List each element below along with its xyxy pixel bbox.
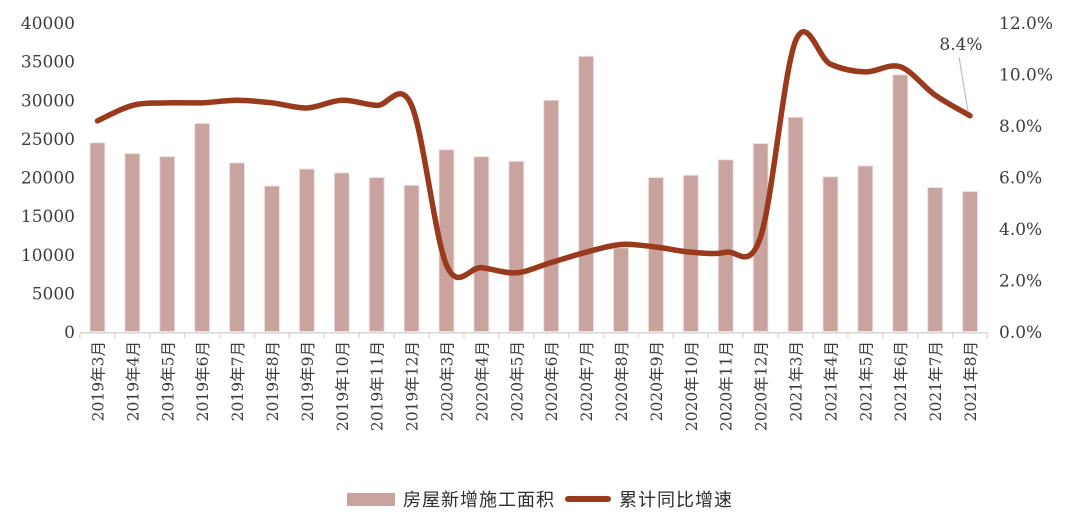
bar-2019年12月 (403, 184, 420, 332)
bar-2019年9月 (298, 168, 315, 332)
bar-2019年4月 (124, 153, 141, 332)
bar-2020年6月 (543, 99, 560, 332)
y-axis-right-label-4.0%: 4.0% (999, 220, 1042, 240)
y-axis-right-label-12.0%: 12.0% (999, 14, 1053, 34)
x-axis-label-2019年12月: 2019年12月 (404, 341, 422, 431)
y-axis-left-label-40000: 40000 (21, 14, 75, 34)
growth-line (94, 29, 973, 281)
bar-2020年11月 (717, 159, 734, 332)
x-axis-label-2020年5月: 2020年5月 (508, 341, 526, 421)
x-axis-label-2021年4月: 2021年4月 (822, 341, 840, 421)
y-axis-right-label-8.0%: 8.0% (999, 117, 1042, 137)
y-axis-left-label-30000: 30000 (21, 91, 75, 111)
legend: 房屋新增施工面积 累计同比增速 (0, 486, 1080, 512)
x-axis-label-2019年9月: 2019年9月 (299, 341, 317, 421)
bar-2020年8月 (613, 247, 630, 332)
x-axis-label-2020年4月: 2020年4月 (473, 341, 491, 421)
bar-2019年8月 (263, 185, 280, 332)
y-axis-right-label-2.0%: 2.0% (999, 272, 1042, 292)
legend-line-label: 累计同比增速 (619, 490, 733, 511)
bar-2021年8月 (962, 190, 979, 332)
y-axis-right-label-6.0%: 6.0% (999, 169, 1042, 189)
legend-bar-swatch-icon (347, 492, 395, 506)
x-axis-label-2020年9月: 2020年9月 (648, 341, 666, 421)
x-axis-label-2019年3月: 2019年3月 (89, 341, 107, 421)
y-axis-left-label-15000: 15000 (21, 207, 75, 227)
legend-bar-label: 房屋新增施工面积 (403, 490, 555, 511)
x-axis-label-2020年3月: 2020年3月 (438, 341, 456, 421)
x-axis-label-2020年11月: 2020年11月 (718, 341, 736, 431)
bar-2020年7月 (578, 55, 595, 332)
x-axis-label-2019年4月: 2019年4月 (124, 341, 142, 421)
bar-2021年5月 (857, 165, 874, 332)
bar-2021年7月 (927, 187, 944, 332)
bar-2020年9月 (647, 177, 664, 332)
x-axis-label-2021年8月: 2021年8月 (962, 341, 980, 421)
y-axis-left-label-5000: 5000 (32, 284, 75, 304)
bar-2019年3月 (89, 142, 106, 332)
x-axis-label-2020年10月: 2020年10月 (683, 341, 701, 431)
bar-2019年11月 (368, 177, 385, 332)
y-axis-left-label-25000: 25000 (21, 130, 75, 150)
x-axis-label-2021年7月: 2021年7月 (927, 341, 945, 421)
y-axis-left-label-10000: 10000 (21, 246, 75, 266)
y-axis-right-label-10.0%: 10.0% (999, 66, 1053, 86)
x-axis-label-2020年7月: 2020年7月 (578, 341, 596, 421)
x-axis-label-2021年6月: 2021年6月 (892, 341, 910, 421)
x-axis-label-2021年5月: 2021年5月 (857, 341, 875, 421)
bar-2021年6月 (892, 74, 909, 332)
x-axis-label-2020年6月: 2020年6月 (543, 341, 561, 421)
y-axis-right-label-0.0%: 0.0% (999, 323, 1042, 343)
annotation-label: 8.4% (939, 35, 982, 55)
y-axis-left-label-20000: 20000 (21, 169, 75, 189)
x-axis-label-2019年11月: 2019年11月 (369, 341, 387, 431)
bar-2020年4月 (473, 156, 490, 332)
x-axis-label-2020年8月: 2020年8月 (613, 341, 631, 421)
annotation-leader-line (958, 56, 969, 112)
bar-2019年10月 (333, 172, 350, 332)
bar-2019年6月 (194, 122, 211, 332)
x-axis-label-2019年10月: 2019年10月 (334, 341, 352, 431)
y-axis-left-label-35000: 35000 (21, 53, 75, 73)
bar-2021年3月 (787, 116, 804, 333)
bar-2021年4月 (822, 176, 839, 332)
x-axis-label-2019年8月: 2019年8月 (264, 341, 282, 421)
bar-2019年7月 (229, 162, 246, 332)
y-axis-left-label-0: 0 (64, 323, 75, 343)
legend-line-swatch-icon (565, 496, 611, 502)
x-axis-label-2019年6月: 2019年6月 (194, 341, 212, 421)
bar-2020年5月 (508, 160, 525, 332)
bar-2019年5月 (159, 156, 176, 332)
x-axis-label-2020年12月: 2020年12月 (753, 341, 771, 431)
x-axis-label-2021年3月: 2021年3月 (788, 341, 806, 421)
x-axis-label-2019年5月: 2019年5月 (159, 341, 177, 421)
x-axis-label-2019年7月: 2019年7月 (229, 341, 247, 421)
